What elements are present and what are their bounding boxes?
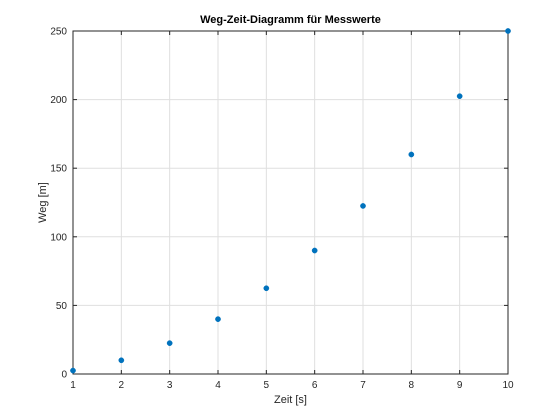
x-tick-label: 5 — [264, 380, 270, 391]
y-tick-label: 100 — [50, 232, 67, 243]
data-point — [70, 367, 76, 374]
y-tick-label: 150 — [50, 164, 67, 175]
data-point — [311, 247, 318, 254]
x-tick-label: 7 — [360, 380, 366, 391]
x-tick-label: 2 — [119, 380, 125, 391]
axes-box — [72, 30, 509, 375]
y-tick-label: 50 — [56, 301, 68, 312]
x-tick-label: 3 — [167, 380, 173, 391]
x-tick-label: 6 — [312, 380, 318, 391]
data-points — [70, 28, 511, 374]
y-tick-label: 250 — [50, 27, 67, 38]
data-point — [263, 285, 270, 292]
data-point — [118, 357, 125, 364]
data-point — [408, 151, 415, 158]
data-point — [215, 316, 221, 322]
y-axis-label: Weg [m] — [37, 182, 49, 223]
x-tick-label: 8 — [409, 380, 415, 391]
x-axis-label: Zeit [s] — [274, 394, 307, 406]
chart-title: Weg-Zeit-Diagramm für Messwerte — [200, 14, 381, 26]
data-point — [360, 203, 366, 209]
y-tick-label: 200 — [50, 95, 67, 106]
data-point — [505, 28, 511, 34]
x-tick-label: 4 — [215, 380, 221, 391]
data-point — [166, 340, 173, 346]
x-tick-label: 1 — [70, 380, 76, 391]
plot-area-background — [73, 31, 508, 374]
x-tick-label: 10 — [502, 380, 514, 391]
x-tick-label: 9 — [457, 380, 463, 391]
y-tick-label: 0 — [61, 370, 67, 381]
data-point — [456, 93, 463, 100]
axes-layer — [72, 30, 509, 375]
